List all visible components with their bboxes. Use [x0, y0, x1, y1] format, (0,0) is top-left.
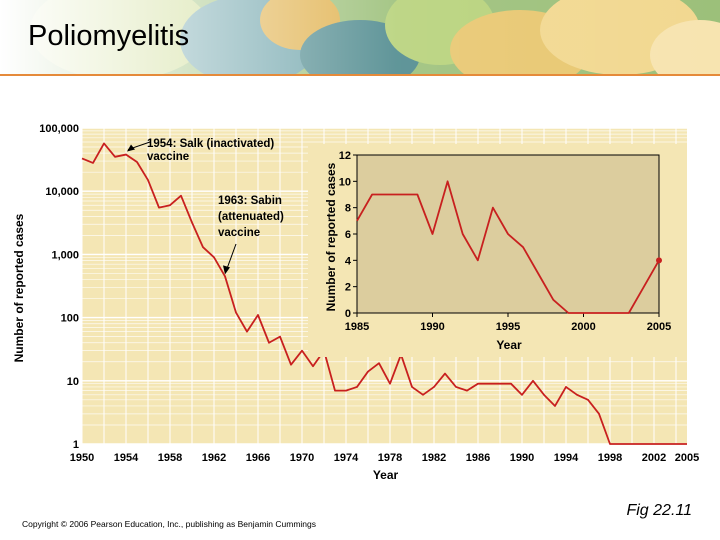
y-tick-label: 10 [67, 376, 79, 388]
inset-x-tick-label: 1985 [345, 321, 369, 333]
x-tick-label: 2002 [642, 452, 666, 464]
inset-y-tick-label: 6 [345, 229, 351, 241]
salk-annotation-text: vaccine [147, 151, 189, 163]
y-axis-label: Number of reported cases [12, 213, 26, 362]
inset-x-tick-label: 1990 [420, 321, 444, 333]
y-tick-label: 100,000 [39, 123, 79, 135]
inset-y-tick-label: 12 [339, 150, 351, 162]
inset-y-axis-label: Number of reported cases [324, 162, 338, 311]
sabin-annotation-text: (attenuated) [218, 211, 284, 223]
x-tick-label: 1970 [290, 452, 314, 464]
x-tick-label: 1998 [598, 452, 622, 464]
x-tick-label: 1962 [202, 452, 226, 464]
x-tick-label: 1950 [70, 452, 94, 464]
inset-x-tick-label: 2005 [647, 321, 671, 333]
title-divider [0, 74, 720, 76]
copyright-notice: Copyright © 2006 Pearson Education, Inc.… [22, 519, 317, 529]
y-tick-label: 10,000 [45, 186, 79, 198]
inset-x-tick-label: 1995 [496, 321, 520, 333]
inset-y-tick-label: 2 [345, 282, 351, 294]
inset-y-tick-label: 4 [345, 255, 352, 267]
salk-arrowhead [127, 144, 135, 152]
x-tick-label: 1986 [466, 452, 490, 464]
sabin-annotation-text: 1963: Sabin [218, 195, 282, 207]
x-tick-label: 1954 [114, 452, 139, 464]
slide-title: Poliomyelitis [28, 20, 190, 52]
figure-label: Fig 22.11 [626, 502, 692, 519]
sabin-arrowhead [223, 265, 230, 275]
inset-x-axis-label: Year [496, 338, 522, 352]
title-banner [0, 0, 720, 76]
y-tick-label: 1,000 [51, 249, 79, 261]
salk-annotation-text: 1954: Salk (inactivated) [147, 138, 274, 150]
banner-cells-image [0, 0, 720, 76]
inset-x-tick-label: 2000 [571, 321, 595, 333]
y-tick-label: 100 [61, 313, 79, 325]
x-tick-label: 1982 [422, 452, 446, 464]
inset-y-tick-label: 0 [345, 308, 351, 320]
x-tick-label: 1958 [158, 452, 182, 464]
x-axis-label: Year [373, 468, 399, 482]
inset-y-tick-label: 8 [345, 203, 351, 215]
x-tick-label: 1966 [246, 452, 270, 464]
case-series-line [81, 142, 687, 445]
inset-last-point-marker [656, 257, 662, 264]
inset-series-line [356, 180, 660, 314]
x-tick-label: 1994 [554, 452, 579, 464]
x-tick-label: 1978 [378, 452, 402, 464]
x-tick-label: 1990 [510, 452, 534, 464]
x-tick-label: 1974 [334, 452, 359, 464]
inset-y-tick-label: 10 [339, 176, 351, 188]
sabin-annotation-text: vaccine [218, 227, 260, 239]
x-tick-label: 2005 [675, 452, 699, 464]
y-tick-label: 1 [73, 439, 79, 451]
